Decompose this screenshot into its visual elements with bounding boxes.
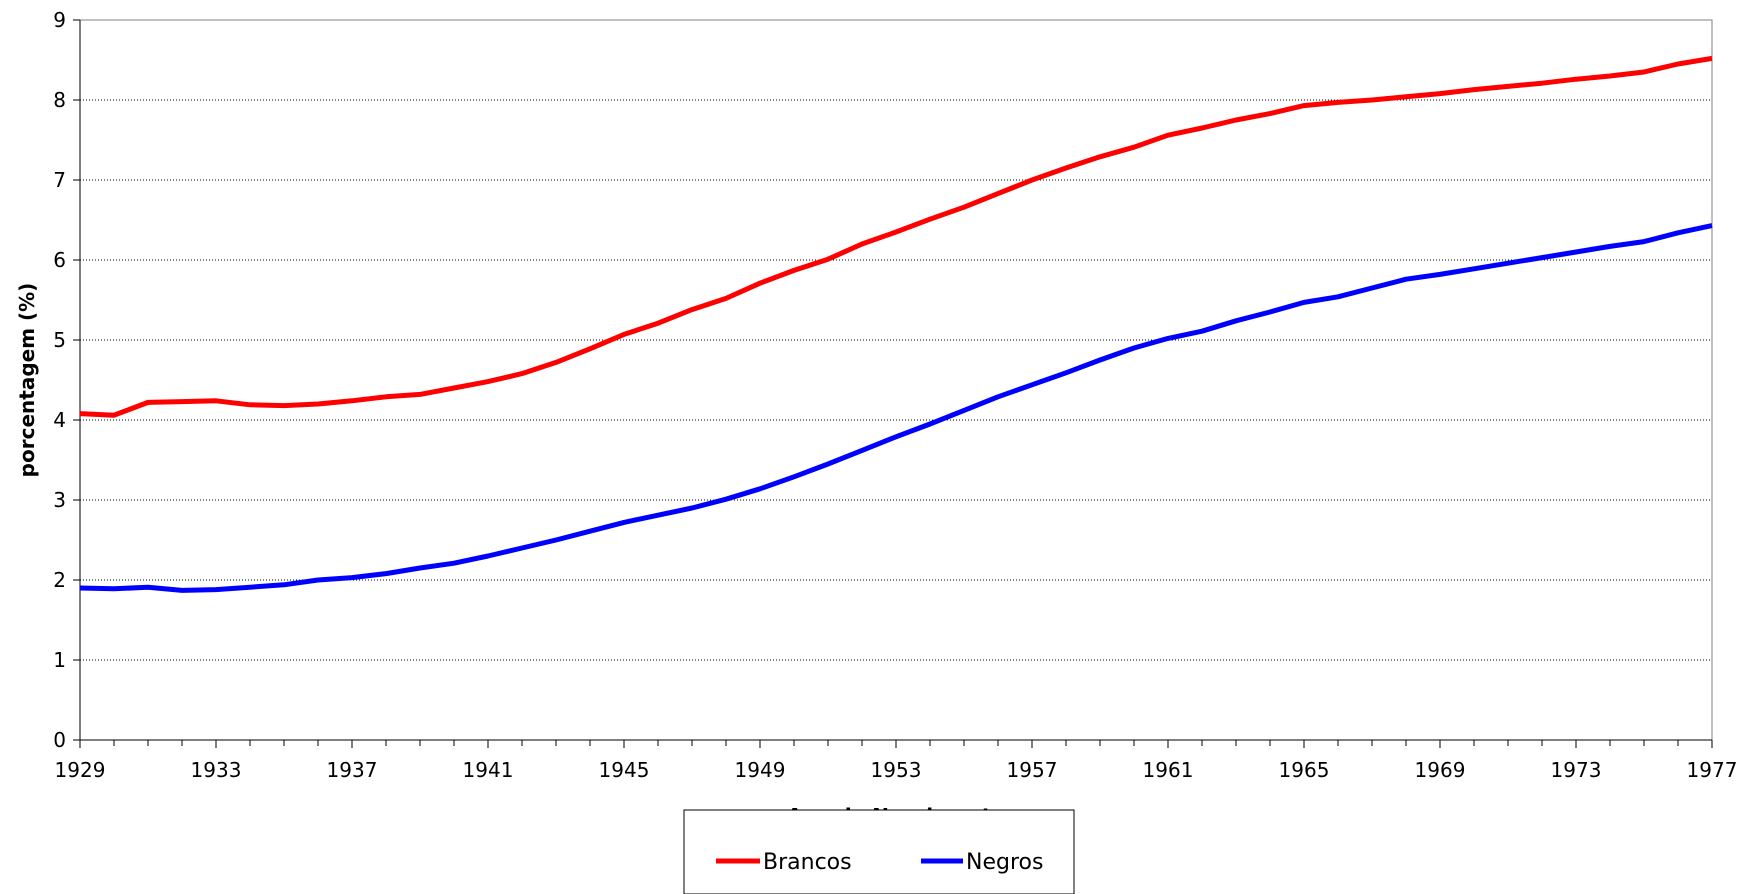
x-tick-label-1949: 1949 [735,758,786,782]
gridlines [80,99,1712,661]
y-tick-label-1: 1 [53,648,66,672]
series-line-brancos [79,55,1713,418]
x-tick-label-1973: 1973 [1551,758,1602,782]
legend-label-brancos: Brancos [763,850,852,875]
y-tick-label-2: 2 [53,568,66,592]
x-tick-label-1969: 1969 [1415,758,1466,782]
y-tick-label-7: 7 [53,168,66,192]
legend: Brancos Negros [683,809,1075,894]
y-axis-title: porcentagem (%) [15,283,39,478]
series-line-negros [79,223,1713,593]
x-tick-label-1941: 1941 [463,758,514,782]
x-tick-label-1957: 1957 [1007,758,1058,782]
x-tick-label-1929: 1929 [55,758,106,782]
x-tick-label-1961: 1961 [1143,758,1194,782]
legend-label-negros: Negros [966,850,1043,875]
y-tick-label-8: 8 [53,88,66,112]
x-tick-label-1937: 1937 [327,758,378,782]
x-tick-label-1965: 1965 [1279,758,1330,782]
x-tick-label-1953: 1953 [871,758,922,782]
y-tick-label-3: 3 [53,488,66,512]
y-axis-ticks: 0 1 2 3 4 5 6 7 8 9 [53,8,80,752]
x-tick-label-1933: 1933 [191,758,242,782]
legend-box [683,809,1075,894]
y-tick-label-0: 0 [53,728,66,752]
x-tick-label-1945: 1945 [599,758,650,782]
series-lines [79,55,1713,593]
y-tick-label-9: 9 [53,8,66,32]
x-axis-ticks: 1929 1933 1937 1941 1945 1949 1953 1957 1961 1965… [55,740,1738,782]
x-tick-label-1977: 1977 [1687,758,1738,782]
y-tick-label-4: 4 [53,408,66,432]
y-tick-label-6: 6 [53,248,66,272]
y-tick-label-5: 5 [53,328,66,352]
